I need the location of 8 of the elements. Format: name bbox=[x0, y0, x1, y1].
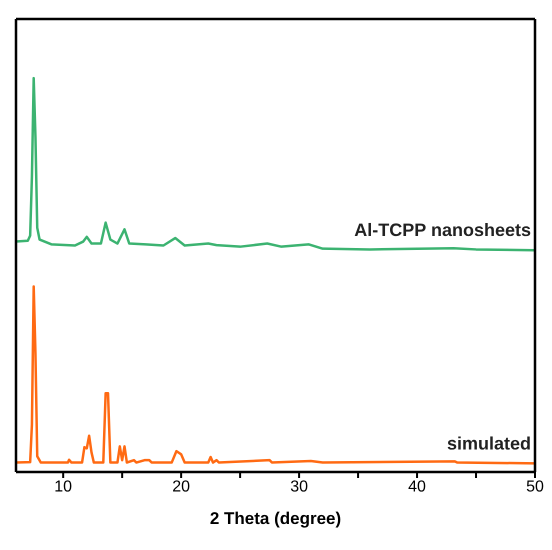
x-tick-label: 30 bbox=[290, 478, 308, 496]
x-tick-label: 40 bbox=[408, 478, 426, 496]
x-tick-label: 10 bbox=[54, 478, 72, 496]
series-label: simulated bbox=[446, 433, 531, 454]
x-axis-title: 2 Theta (degree) bbox=[210, 509, 342, 528]
series-label: Al-TCPP nanosheets bbox=[354, 220, 531, 240]
x-tick-label: 50 bbox=[526, 478, 544, 496]
x-tick-label: 20 bbox=[172, 478, 190, 496]
